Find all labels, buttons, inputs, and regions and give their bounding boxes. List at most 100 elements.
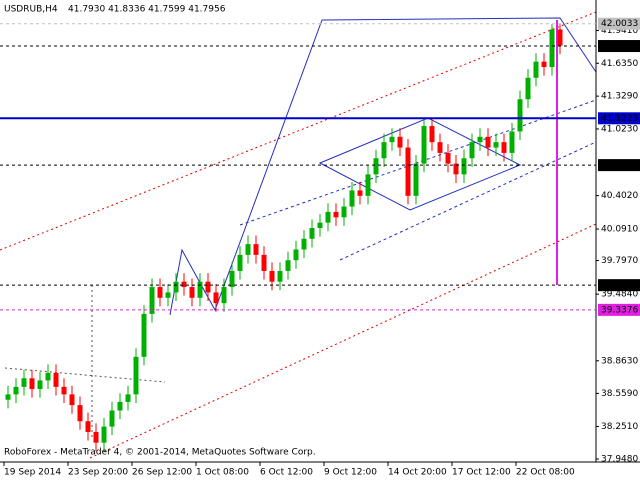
candle-body xyxy=(317,222,323,229)
chart-quote: 41.7930 41.8336 41.7599 41.7956 xyxy=(68,5,226,15)
y-tick-label: 40.4020 xyxy=(601,191,638,201)
candle-body xyxy=(53,372,59,387)
candle-body xyxy=(557,29,563,46)
candle-body xyxy=(517,99,523,132)
x-tick-label: 1 Oct 08:00 xyxy=(196,468,249,478)
footer: RoboForex - MetaTrader 4, © 2001-2014, M… xyxy=(4,448,316,458)
channel-line xyxy=(239,99,597,226)
y-tick-label: 40.0910 xyxy=(601,224,638,234)
candle-body xyxy=(117,401,123,411)
candle-body xyxy=(157,287,163,298)
level-label: 41.7956 xyxy=(601,42,638,52)
y-tick-label: 38.8630 xyxy=(601,356,638,366)
candle-body xyxy=(453,163,459,175)
candle-body xyxy=(13,386,19,395)
candle-body xyxy=(397,136,403,148)
candle-body xyxy=(365,174,371,196)
candle-body xyxy=(125,394,131,402)
candle-body xyxy=(181,281,187,288)
candle-body xyxy=(61,386,67,395)
candle-body xyxy=(133,356,139,395)
level-label: 39.3376 xyxy=(601,305,638,315)
y-tick-label: 41.0230 xyxy=(601,124,638,134)
x-tick-label: 26 Sep 12:00 xyxy=(132,468,192,478)
x-tick-label: 23 Sep 20:00 xyxy=(68,468,128,478)
candle-body xyxy=(309,228,315,239)
x-tick-label: 17 Oct 12:00 xyxy=(452,468,511,478)
x-tick-label: 6 Oct 12:00 xyxy=(260,468,313,478)
candle-body xyxy=(165,292,171,298)
candle-body xyxy=(229,270,235,288)
level-label-box xyxy=(598,112,640,125)
candle-body xyxy=(197,281,203,298)
candle-body xyxy=(461,158,467,175)
candle-body xyxy=(45,372,51,381)
candle-body xyxy=(149,287,155,314)
candle-body xyxy=(141,313,147,357)
channel-line xyxy=(0,11,597,251)
candle-body xyxy=(37,380,43,390)
candle-body xyxy=(77,405,83,422)
candle-body xyxy=(405,147,411,196)
x-tick-label: 19 Sep 2014 xyxy=(4,468,61,478)
y-tick-label: 39.4840 xyxy=(601,290,638,300)
candle-body xyxy=(85,421,91,432)
x-tick-label: 22 Oct 08:00 xyxy=(516,468,575,478)
channel-line xyxy=(339,141,597,261)
candle-body xyxy=(205,281,211,293)
candle-body xyxy=(533,61,539,78)
x-tick-label: 9 Oct 12:00 xyxy=(324,468,377,478)
candle-body xyxy=(293,249,299,261)
candle-body xyxy=(221,287,227,304)
candle-body xyxy=(213,292,219,304)
candle-body xyxy=(109,410,115,427)
y-tick-label: 41.3290 xyxy=(601,92,638,102)
candle-body xyxy=(541,61,547,68)
level-label: 42.0033 xyxy=(601,19,638,29)
y-tick-label: 39.7970 xyxy=(601,256,638,266)
x-tick-label: 14 Oct 20:00 xyxy=(388,468,447,478)
candle-body xyxy=(269,270,275,282)
level-label-box xyxy=(598,279,640,292)
drawings xyxy=(0,11,597,459)
candle-body xyxy=(493,142,499,148)
level-label-box xyxy=(598,159,640,172)
level-label-box xyxy=(598,303,640,316)
candle-body xyxy=(381,142,387,159)
candle-body xyxy=(21,378,27,387)
candle-body xyxy=(549,29,555,68)
chart-symbol: USDRUB,H4 xyxy=(4,5,58,15)
candle-body xyxy=(413,163,419,196)
candle-body xyxy=(101,426,107,443)
level-label: 39.5676 xyxy=(601,281,638,291)
candle-body xyxy=(501,142,507,153)
candle-body xyxy=(333,211,339,218)
candle-body xyxy=(341,206,347,218)
level-label: 40.6861 xyxy=(601,161,638,171)
candle-body xyxy=(509,131,515,153)
candle-body xyxy=(189,287,195,298)
y-tick-label: 37.9480 xyxy=(601,454,638,464)
candle-body xyxy=(429,126,435,143)
candle-body xyxy=(261,254,267,271)
candle-body xyxy=(237,254,243,271)
y-tick-label: 41.6350 xyxy=(601,59,638,69)
candle-body xyxy=(349,190,355,207)
candle-body xyxy=(525,77,531,100)
candle-body xyxy=(93,431,99,443)
candle-body xyxy=(69,394,75,406)
candle-body xyxy=(485,136,491,148)
candle-body xyxy=(373,158,379,175)
level-label-box xyxy=(598,40,640,53)
wave-line xyxy=(169,17,597,316)
y-tick-label: 38.5590 xyxy=(601,389,638,399)
level-label-box xyxy=(598,17,640,30)
y-tick-label: 38.2510 xyxy=(601,422,638,432)
candle-body xyxy=(421,126,427,164)
candle-body xyxy=(5,394,11,400)
y-tick-label: 41.9410 xyxy=(601,26,638,36)
candle-body xyxy=(277,270,283,282)
candle-body xyxy=(389,136,395,143)
